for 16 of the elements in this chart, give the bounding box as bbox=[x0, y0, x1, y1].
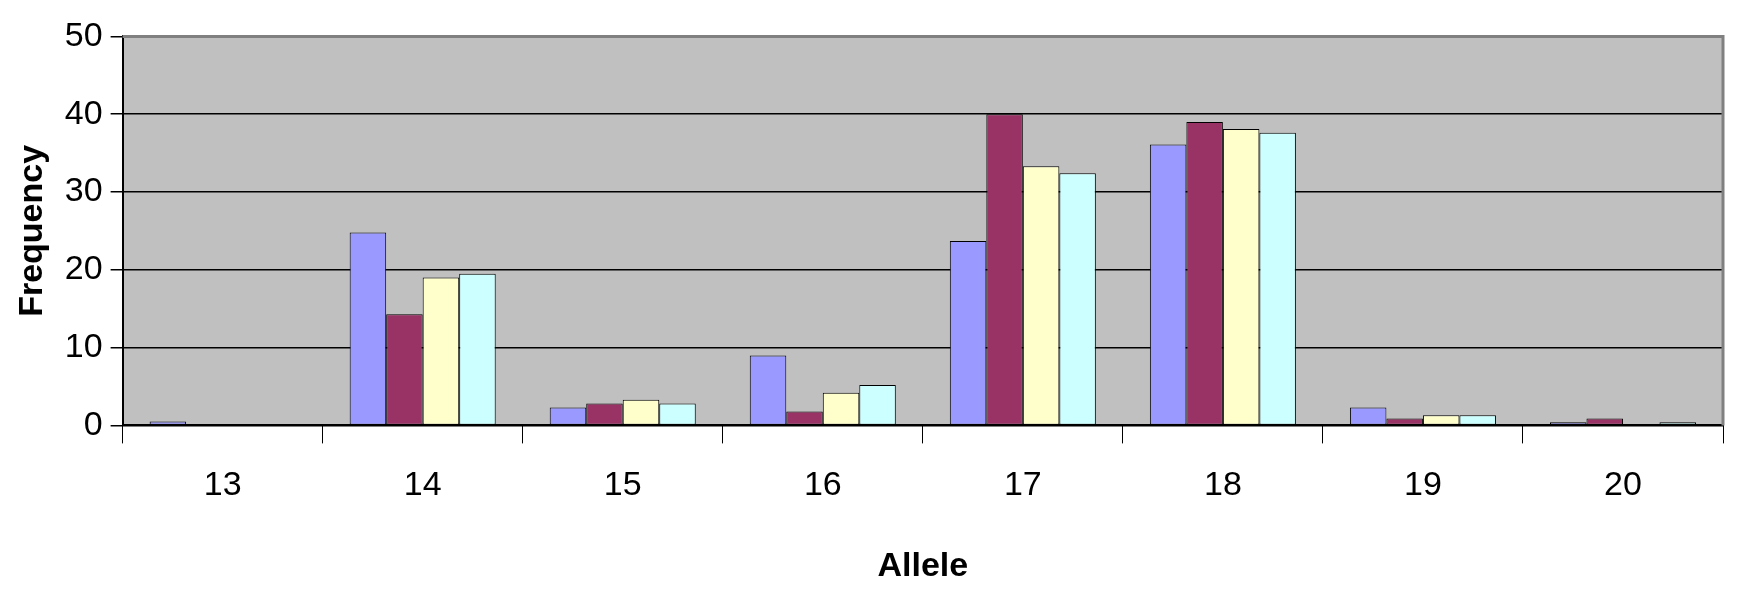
y-tick-label: 0 bbox=[83, 403, 103, 442]
x-tick-label: 18 bbox=[1203, 464, 1242, 503]
y-tick-label: 30 bbox=[64, 170, 103, 209]
x-tick-label: 15 bbox=[603, 464, 642, 503]
x-tick-label: 19 bbox=[1404, 464, 1442, 503]
x-tick-label: 17 bbox=[1003, 464, 1042, 503]
y-tick-label: 20 bbox=[64, 248, 103, 287]
y-tick-label: 40 bbox=[64, 92, 103, 131]
y-tick-label: 50 bbox=[64, 14, 103, 53]
x-tick-label: 13 bbox=[203, 464, 242, 503]
x-tick-label: 20 bbox=[1604, 464, 1642, 503]
x-axis-title: Allele bbox=[877, 544, 969, 583]
y-tick-label: 10 bbox=[64, 325, 103, 364]
y-axis-title: Frequency bbox=[10, 144, 49, 317]
x-tick-label: 14 bbox=[403, 464, 442, 503]
x-tick-label: 16 bbox=[803, 464, 842, 503]
